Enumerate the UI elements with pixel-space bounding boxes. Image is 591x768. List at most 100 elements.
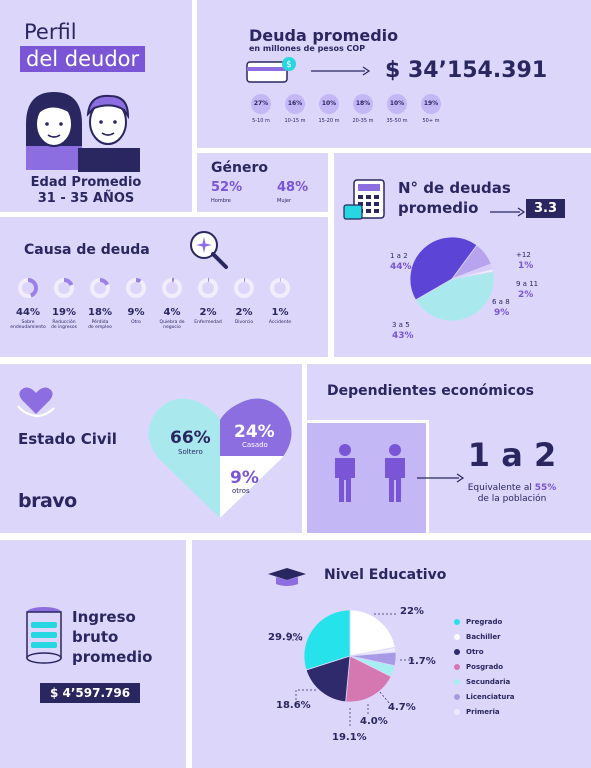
deuda-bubble: 19% 50+ m xyxy=(415,94,447,124)
causa-label: Accidente xyxy=(268,320,292,325)
hombre-label: Hombre xyxy=(211,198,231,204)
num-deudas-title-line2: promedio xyxy=(398,199,479,217)
arrow-right-icon xyxy=(417,473,465,483)
pct-licenciatura: 4.7% xyxy=(388,702,416,713)
legend-swatch xyxy=(454,694,460,700)
causa-pct: 18% xyxy=(88,307,112,318)
estado-civil-panel: Estado Civil 66% Soltero 24% Casado 9% o… xyxy=(0,364,302,533)
edad-value: 31 - 35 AÑOS xyxy=(37,191,135,206)
deuda-bubble: 10% 15-20 m xyxy=(313,94,345,124)
legend-swatch xyxy=(454,709,460,715)
dependientes-note-pct: 55% xyxy=(534,483,557,493)
legend-item: Secundaria xyxy=(454,676,510,688)
legend-item: Pregrado xyxy=(454,616,502,628)
heart-hand-icon xyxy=(17,387,55,418)
leader-lines xyxy=(287,613,414,728)
arrow-right-icon xyxy=(311,66,371,76)
causa-ring-fill xyxy=(234,278,254,298)
deuda-amount: $ 34’154.391 xyxy=(385,58,548,83)
educativo-title: Nivel Educativo xyxy=(324,567,447,583)
perfil-title-line2: del deudor xyxy=(20,46,146,72)
causa-label: de ingresos xyxy=(51,325,77,330)
causa-pct: 1% xyxy=(271,307,289,318)
legend-swatch xyxy=(454,619,460,625)
causa-item: 2% Enfermedad xyxy=(190,277,226,325)
causa-label: endeudamiento xyxy=(10,325,46,330)
deuda-bubble-pct: 16% xyxy=(285,94,305,114)
num-deudas-slice-0 xyxy=(415,271,495,322)
causa-item: 9% Otro xyxy=(118,277,154,325)
perfil-title-line1: Perfil xyxy=(24,20,77,44)
deuda-bubbles: 27% 5-10 m 16% 10-15 m 10% 15-20 m 18% 20-35 m 1… xyxy=(245,94,585,134)
causa-ring-track xyxy=(270,278,290,298)
slice-label-6a8: 6 a 8 xyxy=(492,298,510,306)
causa-pct: 2% xyxy=(199,307,217,318)
edad-label: Edad Promedio xyxy=(30,175,142,190)
person-icon xyxy=(385,444,405,502)
slice-label-12: +12 xyxy=(516,251,531,259)
deuda-bubble-range: 35-50 m xyxy=(386,118,408,124)
num-deudas-value: 3.3 xyxy=(526,199,566,218)
deuda-bubble-range: 5-10 m xyxy=(252,118,270,124)
causa-label: Reducción xyxy=(52,320,76,325)
credit-card-icon: $ xyxy=(246,57,296,83)
calculator-icon xyxy=(343,179,385,220)
causa-label: Sobre xyxy=(21,320,35,325)
dependientes-panel: Dependientes económicos 1 a 2 Equivalent… xyxy=(307,364,591,533)
causa-label: negocio xyxy=(163,325,181,330)
causa-ring-fill xyxy=(54,278,74,298)
legend-label: Bachiller xyxy=(466,633,501,641)
causa-item: 2% Divorcio xyxy=(226,277,262,325)
causa-label: Otro xyxy=(131,320,141,325)
deuda-panel: Deuda promedio en millones de pesos COP … xyxy=(197,0,591,148)
mujer-label: Mujer xyxy=(277,198,292,204)
deuda-bubble-pct: 18% xyxy=(353,94,373,114)
educativo-panel: Nivel Educativo Pregrado Bachiller Otro Pos… xyxy=(192,540,591,768)
slice-pct-1a2: 44% xyxy=(390,262,412,272)
slice-label-9a11: 9 a 11 xyxy=(516,280,539,288)
pct-secundaria: 4.0% xyxy=(360,716,388,727)
num-deudas-title-line1: N° de deudas xyxy=(398,179,511,197)
deuda-bubble-range: 20-35 m xyxy=(352,118,374,124)
educativo-legend: Pregrado Bachiller Otro Posgrado Secundaria L… xyxy=(454,616,584,726)
pct-bachiller: 22% xyxy=(400,606,424,617)
causa-label: de empleo xyxy=(88,325,112,330)
svg-text:$: $ xyxy=(286,60,292,70)
causa-ring xyxy=(18,278,38,298)
slice-pct-3a5: 43% xyxy=(392,331,414,341)
deuda-bubble: 10% 35-50 m xyxy=(381,94,413,124)
educativo-slice-6 xyxy=(303,609,351,671)
causa-label: Divorcio xyxy=(234,320,254,325)
deuda-bubble: 27% 5-10 m xyxy=(245,94,277,124)
causa-pct: 9% xyxy=(127,307,145,318)
causa-ring-fill xyxy=(162,278,182,298)
causa-ring-track xyxy=(126,278,146,298)
causa-item: 18% Pérdida de empleo xyxy=(82,277,118,330)
soltero-label: Soltero xyxy=(178,448,203,456)
causa-ring-track xyxy=(234,278,254,298)
causa-ring xyxy=(126,278,146,298)
slice-label-1a2: 1 a 2 xyxy=(390,252,408,260)
causa-pct: 4% xyxy=(163,307,181,318)
educativo-pie xyxy=(303,609,397,703)
legend-label: Otro xyxy=(466,648,484,656)
num-deudas-slice-1 xyxy=(409,236,478,301)
legend-item: Primeria xyxy=(454,706,500,718)
causa-pct: 19% xyxy=(52,307,76,318)
casado-label: Casado xyxy=(242,441,268,449)
pct-otro: 18.6% xyxy=(276,700,311,711)
causa-label: Quiebra de xyxy=(159,320,185,325)
causa-ring xyxy=(90,278,110,298)
legend-label: Primeria xyxy=(466,708,500,716)
soltero-pct: 66% xyxy=(170,428,211,448)
person-icon xyxy=(335,444,355,502)
dependientes-note-pre: Equivalente al xyxy=(467,483,535,493)
num-deudas-pie xyxy=(409,236,495,322)
pct-posgrado: 19.1% xyxy=(332,732,367,743)
heart-chart xyxy=(148,398,292,518)
dependientes-title: Dependientes económicos xyxy=(327,383,534,399)
deuda-bubble: 16% 10-15 m xyxy=(279,94,311,124)
causa-pct: 44% xyxy=(16,307,40,318)
causa-ring-track xyxy=(162,278,182,298)
deuda-bubble-range: 50+ m xyxy=(422,118,440,124)
